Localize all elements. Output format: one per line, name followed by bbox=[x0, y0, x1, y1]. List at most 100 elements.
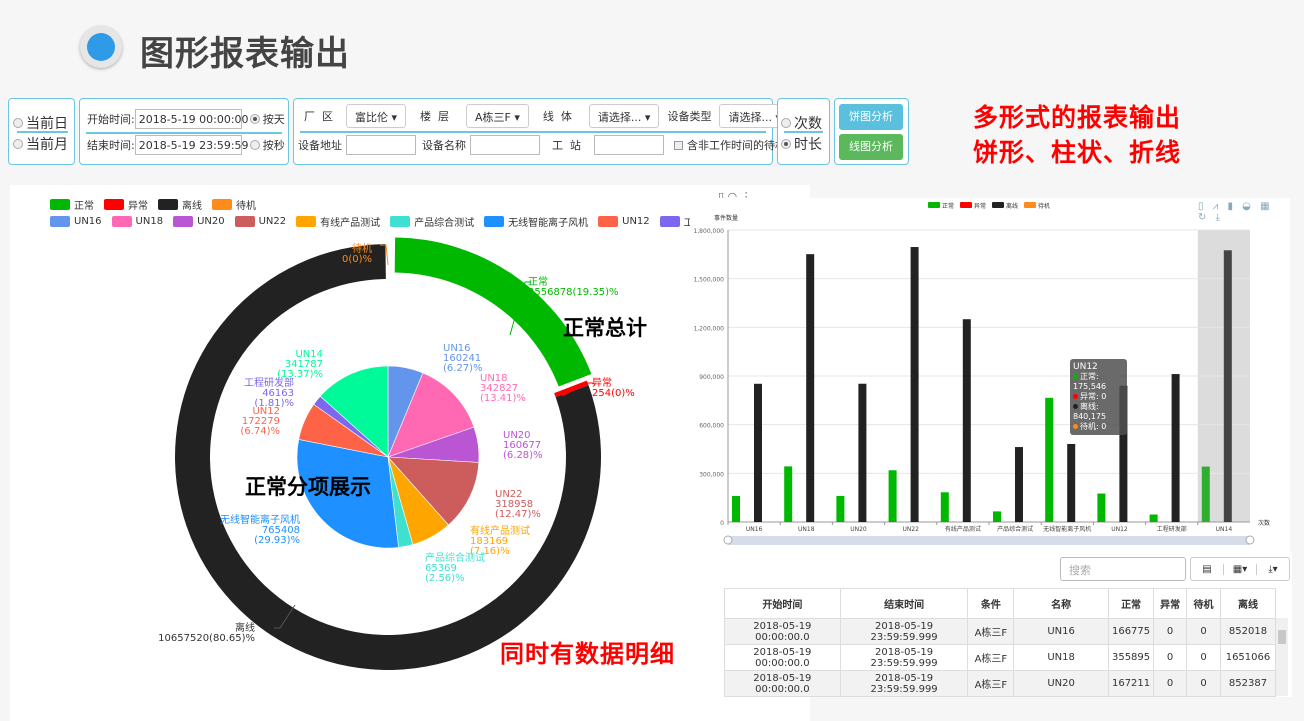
column-header[interactable]: 结束时间 bbox=[839, 588, 969, 619]
table-cell: 852018 bbox=[1219, 618, 1277, 645]
legend-label: 待机 bbox=[236, 201, 256, 212]
radio-label: 当前月 bbox=[26, 137, 68, 153]
y-tick-label: 1,200,000 bbox=[693, 325, 724, 332]
column-header[interactable]: 正常 bbox=[1107, 588, 1155, 619]
export-menu-icon[interactable]: ⤓▾ bbox=[1268, 563, 1278, 575]
line-analysis-button[interactable]: 线图分析 bbox=[839, 134, 903, 160]
start-time-input[interactable]: 2018-5-19 00:00:00 bbox=[134, 109, 249, 129]
radio-count[interactable]: 次数 bbox=[781, 113, 822, 133]
legend-item[interactable]: UN16 bbox=[50, 216, 102, 227]
x-tick-label: UN12 bbox=[1111, 526, 1128, 533]
pie-label-value: 65369 bbox=[425, 563, 457, 574]
annotation-detail: 同时有数据明细 bbox=[500, 640, 675, 668]
bar-legend: 正常 异常 离线 待机 bbox=[928, 202, 1050, 210]
line-select[interactable]: 请选择... ▾ bbox=[588, 104, 660, 128]
radio-by-second[interactable]: 按秒 bbox=[262, 139, 285, 152]
end-time-input[interactable]: 2018-5-19 23:59:59 bbox=[134, 135, 249, 155]
legend-label: 有线产品测试 bbox=[320, 218, 381, 229]
bar-正常 bbox=[993, 511, 1001, 522]
table-cell: A栋三F bbox=[967, 670, 1015, 697]
datazoom-handle bbox=[723, 535, 733, 545]
pie-slice bbox=[319, 365, 389, 458]
legend-item[interactable]: 工程研发部 bbox=[659, 214, 690, 229]
plant-select[interactable]: 富比伦 ▾ bbox=[346, 104, 407, 128]
radio-duration[interactable]: 时长 bbox=[781, 134, 822, 154]
table-cell: 2018-05-19 00:00:00.0 bbox=[724, 618, 841, 645]
table-row[interactable]: 2018-05-19 00:00:00.0 2018-05-19 23:59:59… bbox=[724, 618, 1277, 645]
table-row[interactable]: 2018-05-19 00:00:00.0 2018-05-19 23:59:59… bbox=[724, 644, 1277, 671]
pie-label-pct: (29.93)% bbox=[254, 535, 300, 546]
bar-正常 bbox=[940, 492, 949, 522]
radio-icon[interactable] bbox=[249, 140, 260, 150]
legend-item[interactable]: 有线产品测试 bbox=[296, 214, 380, 229]
legend-item[interactable]: 正常 bbox=[50, 197, 94, 212]
column-header[interactable]: 异常 bbox=[1153, 588, 1188, 619]
floor-value: A栋三F bbox=[475, 111, 511, 124]
tooltip-value: 正常: 175,546 bbox=[1073, 372, 1107, 391]
label-leader-line bbox=[561, 382, 594, 397]
device-name-input[interactable] bbox=[470, 135, 540, 155]
legend-item[interactable]: 产品综合测试 bbox=[390, 214, 474, 229]
annotation-formats: 多形式的报表输出 bbox=[973, 103, 1182, 132]
radio-icon[interactable] bbox=[249, 114, 260, 124]
radio-today[interactable]: 当前日 bbox=[13, 113, 68, 133]
bar-正常 bbox=[1097, 493, 1106, 522]
table-row[interactable]: 2018-05-19 00:00:00.0 2018-05-19 23:59:59… bbox=[724, 670, 1277, 697]
legend-swatch bbox=[598, 216, 619, 227]
pie-slice bbox=[296, 439, 399, 549]
legend-item[interactable]: 待机 bbox=[212, 197, 256, 212]
donut-label-name: 离线 bbox=[235, 621, 255, 634]
legend-item[interactable]: 无线智能离子风机 bbox=[484, 214, 588, 229]
search-input[interactable]: 搜索 bbox=[1060, 557, 1186, 581]
annotation-chart-types: 饼形、柱状、折线 bbox=[973, 138, 1182, 167]
legend-label: UN20 bbox=[197, 216, 225, 227]
legend-item[interactable]: UN18 bbox=[111, 216, 163, 227]
device-address-input[interactable] bbox=[346, 135, 416, 155]
radio-month[interactable]: 当前月 bbox=[13, 134, 68, 154]
annotation-total: 正常总计 bbox=[563, 316, 647, 340]
pie-label-value: 318958 bbox=[495, 499, 533, 510]
legend-item[interactable]: 离线 bbox=[158, 197, 202, 212]
pie-analysis-button[interactable]: 饼图分析 bbox=[839, 104, 903, 130]
column-header[interactable]: 待机 bbox=[1186, 588, 1221, 619]
column-header[interactable]: 离线 bbox=[1219, 588, 1277, 619]
pie-label-value: 160677 bbox=[503, 440, 541, 451]
legend-item[interactable]: UN22 bbox=[234, 216, 286, 227]
radio-icon bbox=[13, 139, 23, 149]
y-tick-label: 300,000 bbox=[699, 471, 724, 478]
table-toolbar: ▤ ▦▾ ⤓▾ bbox=[1190, 557, 1290, 581]
donut-label-value: 2556878(19.35)% bbox=[528, 287, 618, 298]
legend-label: 正常 bbox=[942, 202, 954, 210]
tooltip-row: 离线: 840,175 bbox=[1073, 402, 1124, 422]
idle-checkbox[interactable] bbox=[674, 140, 683, 150]
columns-menu-icon[interactable]: ▦▾ bbox=[1224, 563, 1257, 575]
column-header[interactable]: 名称 bbox=[1013, 588, 1109, 619]
radio-by-day[interactable]: 按天 bbox=[262, 113, 285, 126]
y-tick-label: 900,000 bbox=[699, 374, 724, 381]
floor-select[interactable]: A栋三F ▾ bbox=[466, 104, 529, 128]
bar-离线 bbox=[806, 254, 815, 522]
pie-label-name: UN20 bbox=[503, 430, 531, 441]
inner-legend: UN16 UN18 UN20 UN22 有线产品测试 产品综合测试 无线智能离子风机 UN12… bbox=[50, 212, 690, 231]
legend-item[interactable]: 异常 bbox=[104, 197, 148, 212]
label-leader-line bbox=[274, 604, 296, 629]
donut-label-name: 正常 bbox=[528, 275, 548, 288]
bar-离线 bbox=[1171, 374, 1180, 522]
bar-正常 bbox=[836, 495, 845, 522]
bar-离线 bbox=[910, 247, 919, 522]
table-cell: 2018-05-19 23:59:59.999 bbox=[839, 670, 969, 697]
donut-label-name: 待机 bbox=[352, 242, 372, 255]
donut-label-name: 异常 bbox=[592, 376, 612, 389]
table-scrollbar[interactable] bbox=[1276, 618, 1288, 696]
bar-正常 bbox=[1201, 466, 1210, 522]
legend-swatch bbox=[50, 216, 70, 227]
toggle-view-icon[interactable]: ▤ bbox=[1191, 563, 1224, 575]
column-header[interactable]: 开始时间 bbox=[724, 588, 841, 619]
bar-正常 bbox=[1045, 397, 1054, 522]
station-input[interactable] bbox=[594, 135, 664, 155]
legend-item[interactable]: UN12 bbox=[598, 216, 650, 227]
chart-toolbox[interactable]: ▯ ⩘ ▮ ◒ ▦ ↻ ⤓ bbox=[1198, 201, 1273, 223]
legend-item[interactable]: UN20 bbox=[173, 216, 225, 227]
column-header[interactable]: 条件 bbox=[967, 588, 1015, 619]
radio-icon bbox=[781, 139, 791, 149]
